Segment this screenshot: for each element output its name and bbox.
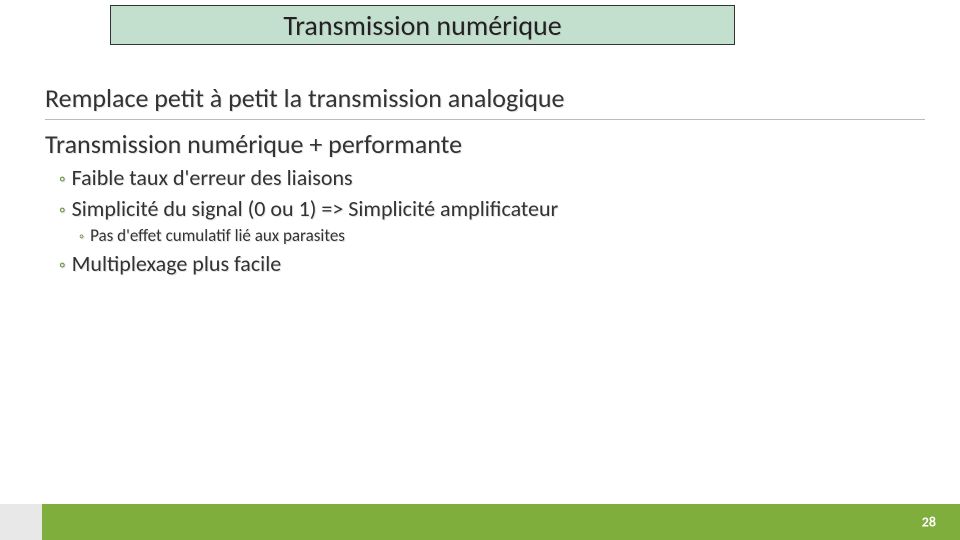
slide-title: Transmission numérique — [283, 8, 561, 43]
sub-bullet-text: Pas d'effet cumulatif lié aux parasites — [90, 225, 345, 246]
content-area: Remplace petit à petit la transmission a… — [45, 82, 930, 277]
bullet-text: Faible taux d'erreur des liaisons — [72, 164, 353, 191]
bullet-text: Simplicité du signal (0 ou 1) => Simplic… — [72, 195, 559, 222]
bullet-item-1: ◦ Faible taux d'erreur des liaisons — [59, 164, 930, 191]
main-point-1: Remplace petit à petit la transmission a… — [45, 82, 925, 120]
footer-main-block: 28 — [42, 504, 960, 540]
footer-accent-block — [0, 504, 42, 540]
bullet-item-2: ◦ Simplicité du signal (0 ou 1) => Simpl… — [59, 195, 930, 222]
title-box: Transmission numérique — [110, 5, 735, 45]
bullet-text: Multiplexage plus facile — [72, 250, 282, 277]
bullet-mark-icon: ◦ — [59, 254, 66, 277]
bullet-mark-icon: ◦ — [79, 227, 84, 245]
bullet-mark-icon: ◦ — [59, 199, 66, 222]
page-number: 28 — [922, 514, 936, 531]
sub-bullet-item: ◦ Pas d'effet cumulatif lié aux parasite… — [79, 225, 930, 246]
main-point-2: Transmission numérique + performante — [45, 128, 930, 160]
bullet-item-3: ◦ Multiplexage plus facile — [59, 250, 930, 277]
bullet-mark-icon: ◦ — [59, 168, 66, 191]
footer-bar: 28 — [0, 504, 960, 540]
